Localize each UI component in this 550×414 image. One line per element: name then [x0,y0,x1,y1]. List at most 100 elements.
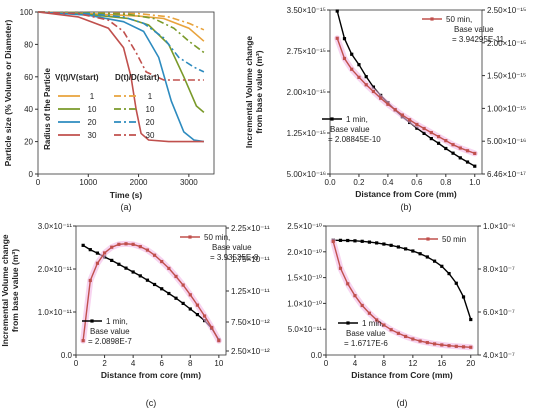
y-tick-label: 100 [20,8,34,17]
data-point [432,259,437,263]
data-point [400,113,404,117]
y-axis-label: Particle size (% Volume or Diameter) [3,19,13,166]
data-point [110,245,114,249]
data-point [422,131,426,135]
data-point [447,344,451,348]
legend-value: = 1.6717E-6 [344,339,388,348]
data-point [444,139,448,143]
legend-marker [90,319,94,323]
series-line-volume-1 [37,11,205,42]
data-point [188,307,192,311]
data-point [195,303,200,307]
legend-label: 50 min [442,235,466,244]
x-tick-label: 4 [353,359,358,368]
data-point [367,311,372,315]
x-tick-label: 12 [408,359,417,368]
data-point [425,255,429,259]
data-point [174,274,178,279]
y2-tick-label: 5.00×10⁻¹⁶ [487,137,526,146]
data-point [371,85,376,89]
data-point [382,323,386,327]
data-point [174,296,178,300]
y2-tick-label: 2.50×10⁻¹² [231,347,270,356]
data-point [404,247,408,251]
y2-tick-label: 1.25×10⁻¹¹ [231,287,270,296]
y-tick-label: 3.0×10⁻¹¹ [38,222,73,231]
x-tick-label: 0.8 [440,178,452,187]
legend-label: 50 min, [204,233,230,242]
series-line-volume-20 [37,11,205,143]
legend-entry-volume: 10 [88,105,97,114]
data-point [346,282,350,286]
data-point [396,245,400,249]
x-axis-label: Distance from Core (mm) [355,189,457,199]
x-tick-label: 1.0 [469,178,481,187]
y-tick-label: 40 [24,105,33,114]
y2-tick-label: 2.25×10⁻¹¹ [231,224,270,233]
y-axis-label: Incremental Volume changefrom base value… [244,36,264,149]
y2-tick-label: 8.0×10⁻⁷ [483,265,515,274]
y-tick-label: 1.0×10⁻¹⁰ [287,299,322,308]
y-tick-label: 5.00×10⁻¹⁶ [287,170,326,179]
panel-a: 0 1000 2000 3000 0 20 40 60 80 100 Time (s) Particl… [3,8,215,212]
legend-base: Base value [346,329,386,338]
data-point [152,282,157,287]
panel-label: (c) [146,398,157,408]
plot-frame [325,225,479,356]
series-line [333,239,472,320]
x-tick-label: 0.4 [382,178,394,187]
data-point [425,341,429,345]
data-point [81,339,85,343]
legend-entry-volume: 20 [88,118,97,127]
data-point [458,156,462,160]
legend-entry-diameter: 20 [146,118,155,127]
y2-tick-label: 6.0×10⁻⁷ [483,308,515,317]
data-point [95,251,100,255]
data-point [461,345,466,349]
plot-frame [37,11,215,175]
y2-tick-label: 2.50×10⁻¹⁵ [487,6,526,15]
y2-tick-label: 2.00×10⁻¹⁵ [487,39,526,48]
data-point [411,249,415,253]
data-point [458,146,462,150]
y2-tick-label: 1.0×10⁻⁶ [483,222,515,231]
data-point [88,278,92,283]
y2-tick-label: 4.0×10⁻⁷ [483,351,515,360]
data-point [145,248,150,252]
data-point [145,278,150,282]
x-tick-label: 8 [382,359,387,368]
series-line-diameter-30 [37,11,204,81]
data-point [444,146,448,151]
legend-header-diameter: D(t)/D(start) [115,73,160,82]
legend-base: Base value [212,243,252,252]
data-point [454,281,458,285]
data-point [465,160,470,164]
legend-entry-diameter: 1 [148,92,153,101]
data-point [389,243,393,247]
data-point [440,264,444,268]
data-point [167,291,171,296]
data-point [342,56,347,61]
x-axis-label: Distance from Core (mm) [351,370,453,380]
data-point [88,248,92,252]
data-point [138,274,142,278]
legend-header-volume: V(t)/V(start) [55,73,99,82]
data-point [360,303,364,308]
series-line-diameter-20 [37,11,205,73]
x-tick-label: 1000 [79,178,97,187]
panel-b: 0.0 0.2 0.4 0.6 0.8 1.0 5.00×10⁻¹⁶ 1.25×10⁻¹⁵ 2.… [244,6,526,212]
data-point [375,318,379,322]
legend-base: Base value [90,327,130,336]
y-tick-label: 2.5×10⁻¹⁰ [287,222,322,231]
panel-label: (b) [401,202,412,212]
data-point [335,36,339,40]
data-point [350,52,354,56]
data-point [102,251,107,255]
legend-label: 1 min, [106,317,128,326]
data-point [465,149,470,153]
legend-base: Base value [330,125,370,134]
data-point [451,151,455,155]
data-point [195,312,200,317]
data-point [473,151,477,156]
legend-marker [346,321,350,325]
